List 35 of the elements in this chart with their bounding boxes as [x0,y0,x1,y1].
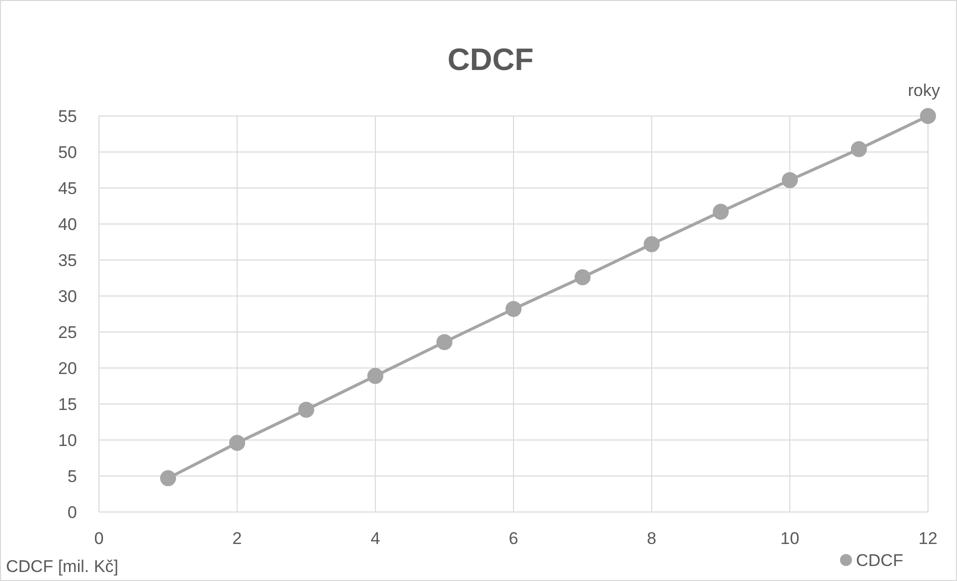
x-axis-title: roky [908,81,940,100]
point [160,470,176,486]
y-axis-title: CDCF [mil. Kč] [6,557,118,576]
y-tick-label: 10 [58,430,77,450]
point [229,434,246,451]
y-tick-label: 20 [58,358,77,378]
x-tick-label: 2 [232,529,242,548]
y-tick-label: 40 [58,214,77,234]
point [436,334,452,350]
y-tick-label: 5 [68,466,77,486]
y-tick-label: 30 [58,286,77,306]
point [850,141,867,158]
x-tick-label: 10 [780,529,800,548]
y-tick-label: 55 [58,106,77,126]
x-tick-label: 8 [646,529,656,548]
x-tick-label: 6 [508,529,518,548]
y-tick-label: 45 [58,178,77,198]
legend-label: CDCF [856,551,904,570]
x-tick-label: 4 [370,529,380,548]
chart-title: CDCF [447,42,534,77]
x-tick-label: 12 [918,529,938,548]
point [920,108,936,124]
y-tick-label: 25 [58,322,77,342]
y-tick-label: 0 [68,502,77,522]
point [644,236,660,252]
y-tick-label: 35 [58,250,77,270]
point [298,402,314,418]
point [367,368,384,384]
y-tick-label: 15 [58,394,77,414]
point [506,300,522,317]
x-tick-label: 0 [94,529,104,548]
point [782,172,798,188]
point [712,204,729,220]
point [574,269,591,286]
y-tick-label: 50 [58,142,77,162]
